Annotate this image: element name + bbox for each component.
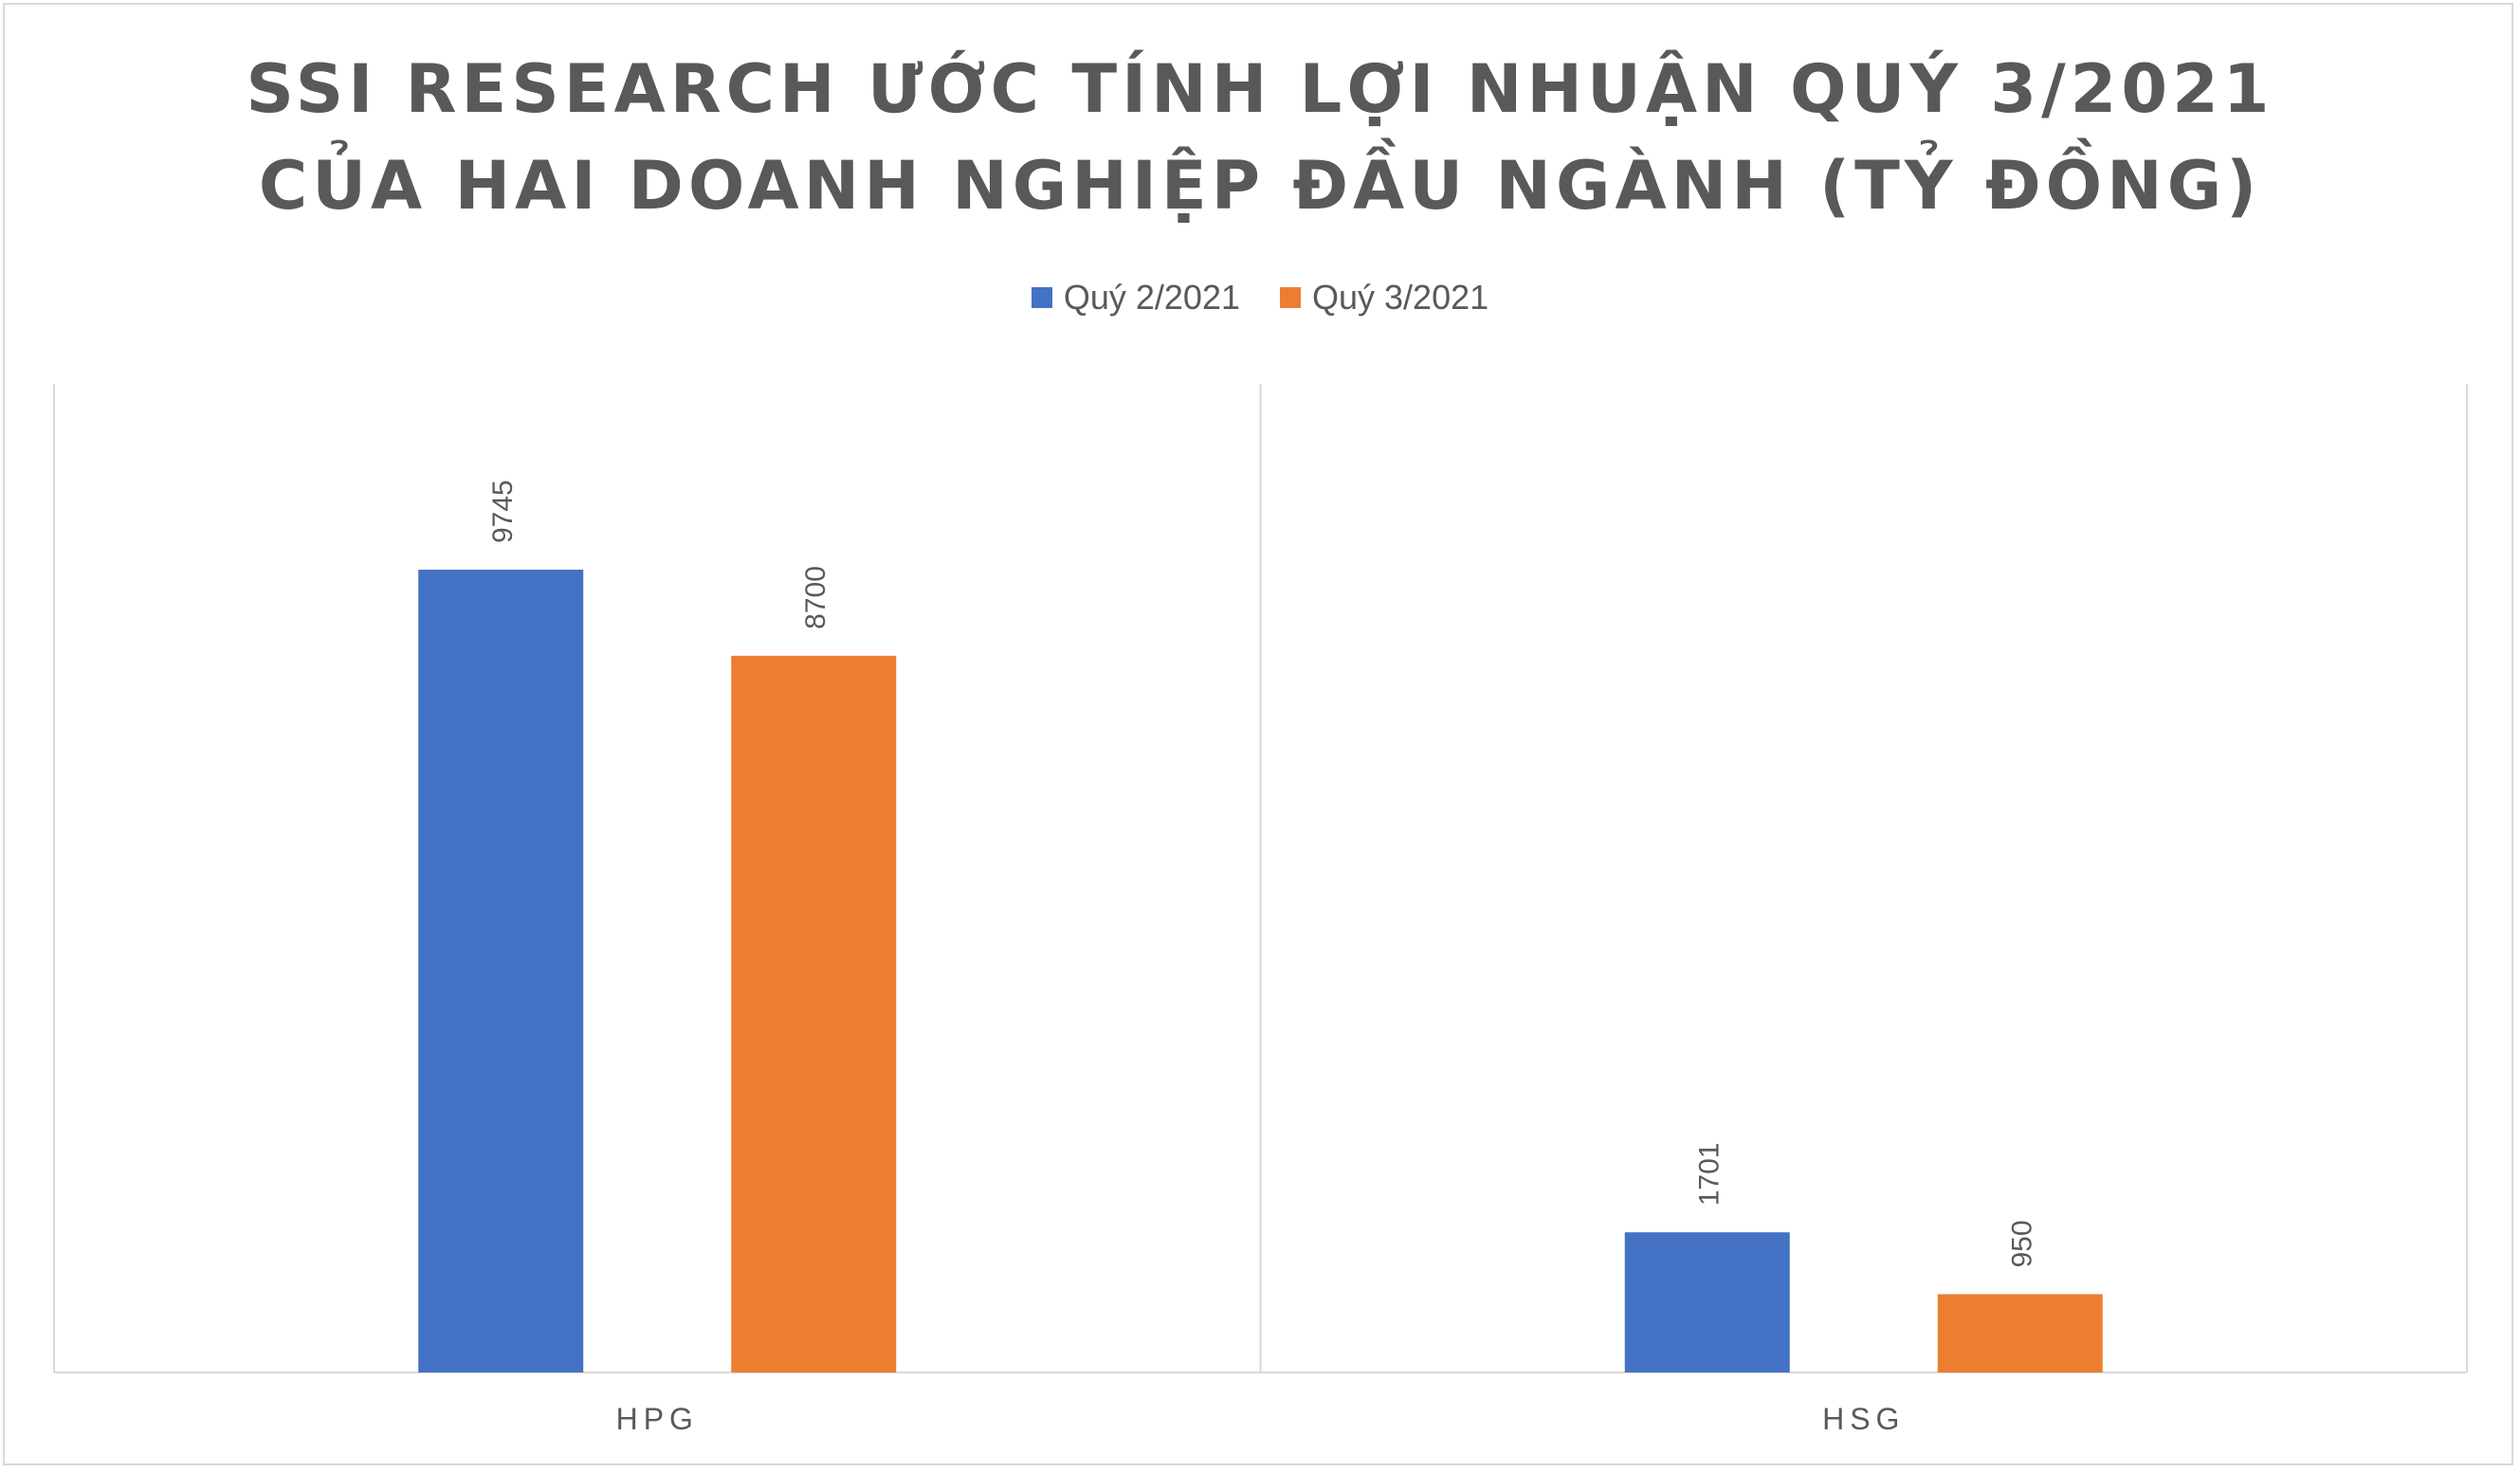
data-label-hsg-series-2: 950 (2007, 1220, 2038, 1267)
data-label-hpg-series-2: 8700 (800, 566, 831, 629)
legend-label-series-1: Quý 2/2021 (1063, 278, 1240, 317)
bar-hpg-series-1 (418, 569, 584, 1372)
chart-frame: SSI RESEARCH ƯỚC TÍNH LỢI NHUẬN QUÝ 3/20… (3, 3, 2513, 1465)
chart-title-line-2: CỦA HAI DOANH NGHIỆP ĐẦU NGÀNH (TỶ ĐỒNG) (258, 147, 2262, 225)
chart-title-line-1: SSI RESEARCH ƯỚC TÍNH LỢI NHUẬN QUÝ 3/20… (246, 50, 2274, 128)
plot-area: 9745 8700 HPG 1701 950 HSG (53, 384, 2468, 1436)
bar-hsg-series-2 (1937, 1294, 2103, 1372)
legend-swatch-series-2 (1280, 287, 1301, 308)
chart-title: SSI RESEARCH ƯỚC TÍNH LỢI NHUẬN QUÝ 3/20… (5, 41, 2515, 234)
bar-hpg-series-2 (731, 655, 897, 1372)
data-label-hpg-series-1: 9745 (487, 480, 519, 543)
bar-hsg-series-1 (1624, 1232, 1790, 1372)
chart-legend: Quý 2/2021 Quý 3/2021 (5, 278, 2515, 318)
legend-label-series-2: Quý 3/2021 (1312, 278, 1489, 317)
data-label-hsg-series-1: 1701 (1694, 1142, 1726, 1206)
legend-item-series-2[interactable]: Quý 3/2021 (1280, 278, 1488, 318)
category-label-hpg: HPG (616, 1402, 699, 1436)
legend-swatch-series-1 (1031, 287, 1052, 308)
legend-item-series-1[interactable]: Quý 2/2021 (1031, 278, 1240, 318)
category-label-hsg: HSG (1822, 1402, 1905, 1436)
